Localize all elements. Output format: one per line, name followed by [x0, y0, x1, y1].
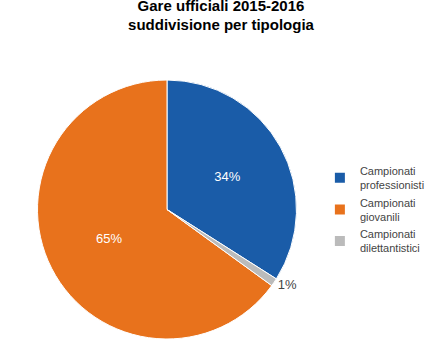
svg-text:Campionatigiovanili: Campionatigiovanili [360, 197, 416, 223]
svg-text:1%: 1% [278, 277, 297, 292]
svg-text:Gare ufficiali 2015-2016suddiv: Gare ufficiali 2015-2016suddivisione per… [128, 0, 315, 33]
svg-text:Campionatidilettantistici: Campionatidilettantistici [360, 228, 420, 254]
svg-text:34%: 34% [214, 169, 240, 184]
svg-text:65%: 65% [96, 231, 122, 246]
svg-text:Campionatiprofessionisti: Campionatiprofessionisti [360, 165, 424, 191]
